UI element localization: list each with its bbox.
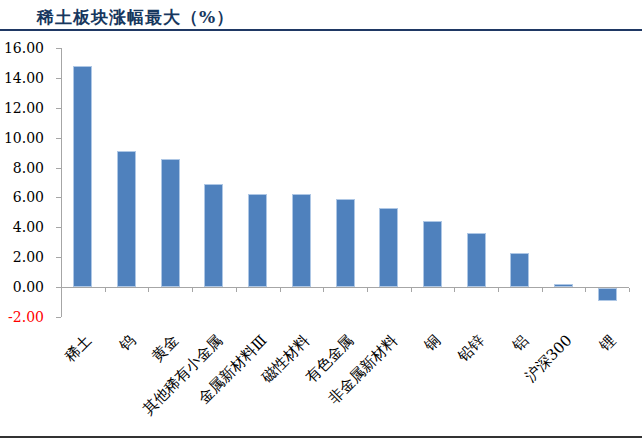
x-axis-tick bbox=[148, 288, 149, 292]
bar-磁性材料 bbox=[292, 194, 311, 287]
y-axis-tick bbox=[56, 227, 61, 228]
x-axis-label: 稀土 bbox=[62, 332, 95, 365]
y-axis-tick bbox=[56, 197, 61, 198]
y-axis-tick bbox=[56, 108, 61, 109]
y-tick-label: 10.00 bbox=[0, 129, 44, 147]
x-axis-tick bbox=[542, 288, 543, 292]
x-axis-tick bbox=[367, 288, 368, 292]
bar-沪深300 bbox=[554, 284, 573, 287]
x-axis-tick bbox=[61, 288, 62, 292]
y-tick-label: 4.00 bbox=[0, 218, 44, 236]
footer-divider bbox=[0, 436, 642, 438]
y-axis-tick bbox=[56, 138, 61, 139]
bar-非金属新材料 bbox=[379, 208, 398, 287]
x-axis-tick bbox=[585, 288, 586, 292]
y-axis-line bbox=[61, 48, 62, 317]
x-axis-tick bbox=[105, 288, 106, 292]
y-tick-label: 8.00 bbox=[0, 159, 44, 177]
y-axis-tick bbox=[56, 168, 61, 169]
x-axis-line bbox=[61, 287, 629, 288]
x-axis-tick bbox=[236, 288, 237, 292]
y-axis-tick bbox=[56, 317, 61, 318]
bar-铅锌 bbox=[467, 233, 486, 287]
bar-铝 bbox=[510, 253, 529, 287]
x-axis-tick bbox=[411, 288, 412, 292]
y-tick-label: 0.00 bbox=[0, 278, 44, 296]
x-axis-tick bbox=[323, 288, 324, 292]
y-axis-tick bbox=[56, 257, 61, 258]
y-tick-label: 2.00 bbox=[0, 248, 44, 266]
y-tick-label: 12.00 bbox=[0, 99, 44, 117]
y-axis-tick bbox=[56, 48, 61, 49]
x-axis-tick bbox=[498, 288, 499, 292]
y-tick-label: -2.00 bbox=[0, 308, 44, 326]
bar-其他稀有小金属 bbox=[204, 184, 223, 287]
bar-金属新材料Ⅲ bbox=[248, 194, 267, 287]
x-axis-label: 黄金 bbox=[149, 332, 182, 365]
x-axis-label: 沪深300 bbox=[523, 332, 576, 385]
y-tick-label: 14.00 bbox=[0, 69, 44, 87]
x-axis-tick bbox=[629, 288, 630, 292]
x-axis-tick bbox=[280, 288, 281, 292]
x-axis-tick bbox=[454, 288, 455, 292]
x-axis-label: 钨 bbox=[116, 332, 139, 355]
x-axis-label: 铝 bbox=[509, 332, 532, 355]
bar-钨 bbox=[117, 151, 136, 287]
y-axis-tick bbox=[56, 78, 61, 79]
bar-黄金 bbox=[161, 159, 180, 287]
y-tick-label: 16.00 bbox=[0, 39, 44, 57]
x-axis-label: 铅锌 bbox=[455, 332, 488, 365]
bar-稀土 bbox=[73, 66, 92, 287]
x-axis-label: 锂 bbox=[596, 332, 619, 355]
bar-锂 bbox=[598, 288, 617, 301]
x-axis-tick bbox=[192, 288, 193, 292]
bar-铜 bbox=[423, 221, 442, 287]
bar-有色金属 bbox=[336, 199, 355, 287]
y-tick-label: 6.00 bbox=[0, 188, 44, 206]
bar-chart-plot-area: 16.00 14.00 12.00 10.00 8.00 6.00 4.00 2.00 0.00… bbox=[0, 0, 642, 446]
x-axis-label: 铜 bbox=[421, 332, 444, 355]
